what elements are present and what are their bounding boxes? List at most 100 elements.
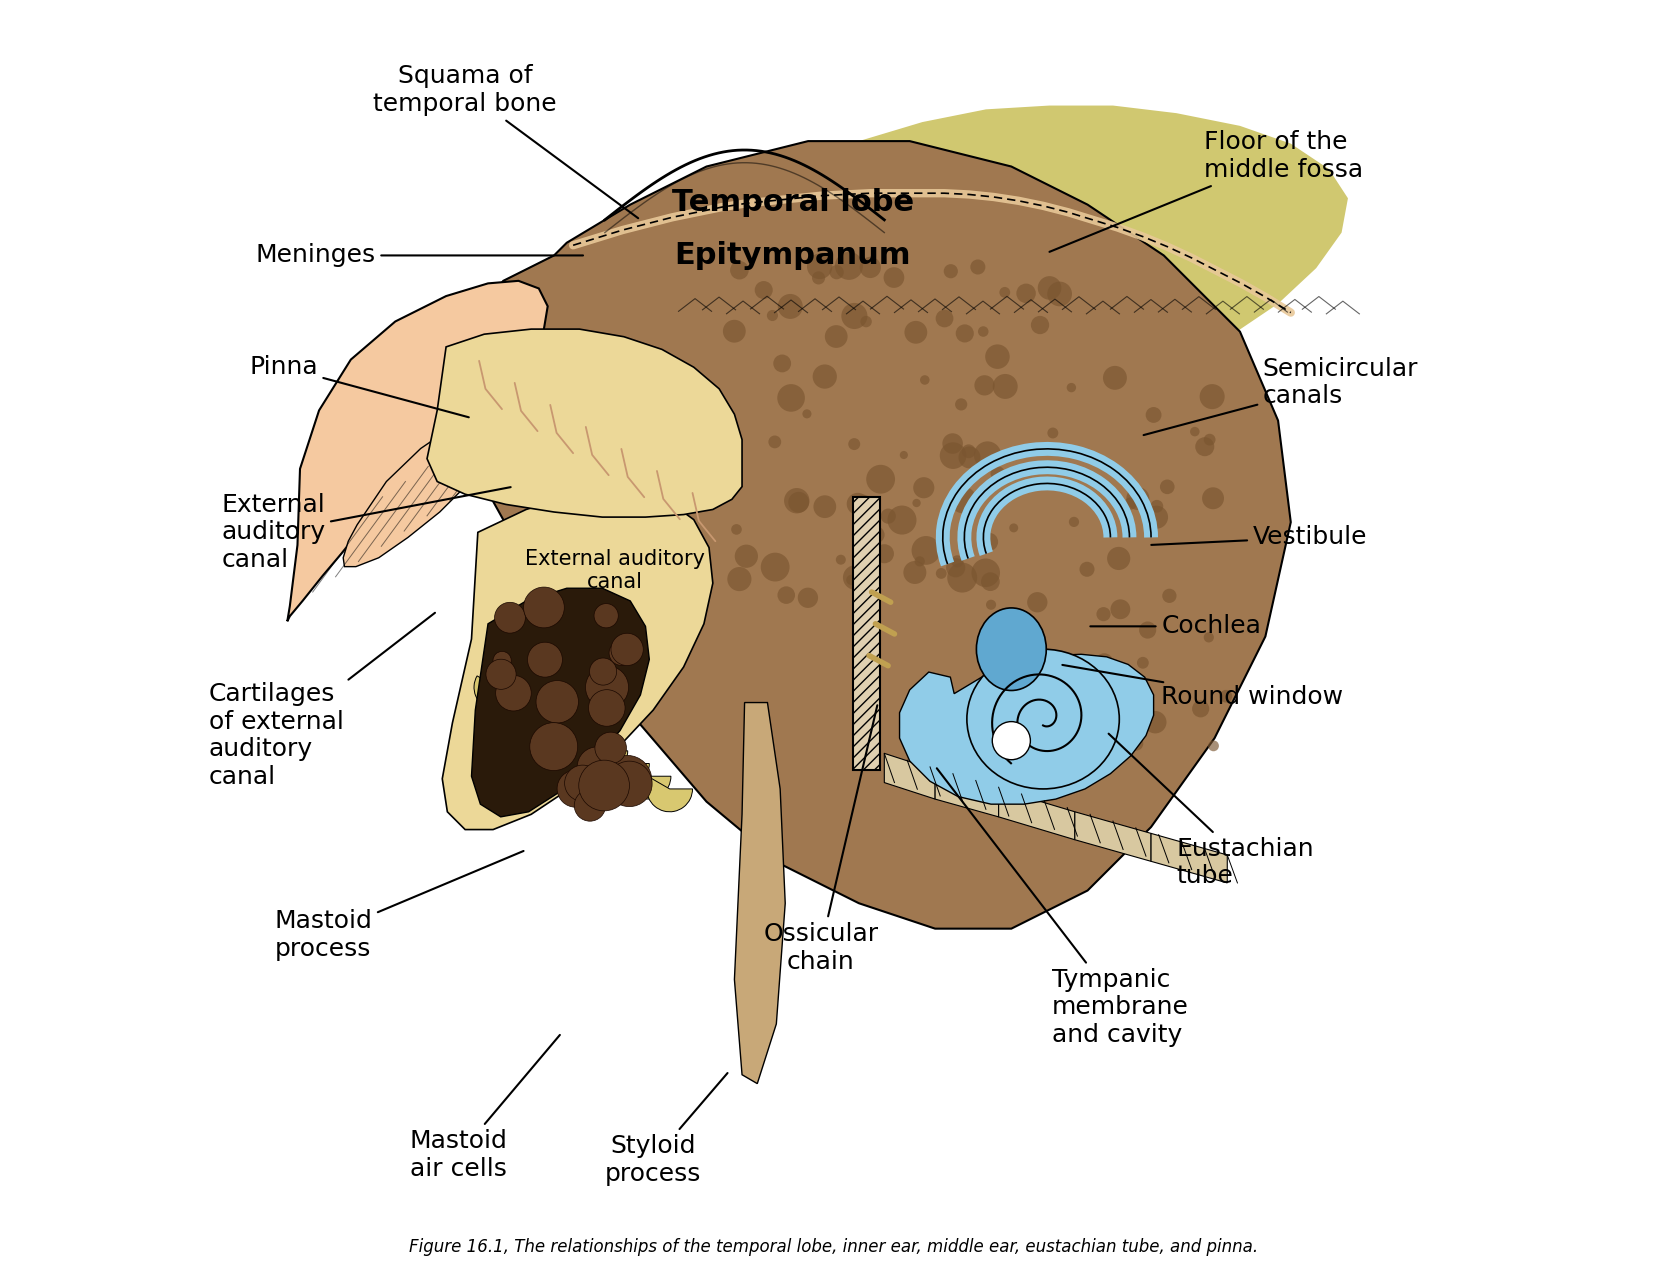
- Circle shape: [607, 761, 652, 807]
- Circle shape: [875, 544, 894, 563]
- Circle shape: [944, 264, 959, 279]
- Text: Epitympanum: Epitympanum: [675, 241, 912, 270]
- Circle shape: [1127, 488, 1150, 510]
- Circle shape: [760, 552, 790, 582]
- Circle shape: [974, 442, 1002, 468]
- Circle shape: [955, 398, 967, 410]
- Circle shape: [1220, 690, 1232, 703]
- Text: Floor of the
middle fossa: Floor of the middle fossa: [1050, 130, 1364, 252]
- Text: Pinna: Pinna: [248, 355, 468, 418]
- Polygon shape: [472, 588, 650, 817]
- Circle shape: [844, 565, 867, 589]
- Circle shape: [985, 600, 997, 610]
- Circle shape: [593, 603, 618, 628]
- Text: External auditory
canal: External auditory canal: [525, 549, 705, 592]
- Polygon shape: [900, 654, 1154, 805]
- Circle shape: [1067, 689, 1077, 696]
- Polygon shape: [343, 418, 497, 566]
- Circle shape: [1047, 281, 1072, 307]
- Circle shape: [904, 561, 927, 584]
- Circle shape: [798, 588, 818, 608]
- Circle shape: [950, 486, 977, 513]
- Circle shape: [577, 747, 617, 787]
- Polygon shape: [935, 770, 999, 817]
- Circle shape: [979, 326, 989, 337]
- Text: External
auditory
canal: External auditory canal: [222, 488, 510, 572]
- Circle shape: [578, 760, 630, 811]
- Circle shape: [830, 265, 844, 279]
- Circle shape: [1095, 653, 1114, 671]
- Circle shape: [847, 493, 869, 514]
- Circle shape: [812, 364, 837, 388]
- Wedge shape: [603, 752, 650, 787]
- Circle shape: [915, 556, 925, 566]
- Circle shape: [900, 451, 909, 460]
- Circle shape: [1039, 276, 1062, 299]
- Circle shape: [1104, 365, 1127, 390]
- Text: Mastoid
air cells: Mastoid air cells: [410, 1035, 560, 1180]
- Circle shape: [1009, 523, 1019, 532]
- Text: Vestibule: Vestibule: [1152, 526, 1367, 550]
- Circle shape: [1160, 480, 1175, 494]
- Polygon shape: [735, 703, 785, 1083]
- Wedge shape: [582, 740, 628, 774]
- Text: Eustachian
tube: Eustachian tube: [1109, 733, 1314, 889]
- Text: Styloid
process: Styloid process: [605, 1073, 727, 1185]
- Circle shape: [952, 555, 964, 568]
- Circle shape: [1204, 434, 1215, 446]
- Circle shape: [860, 257, 880, 278]
- Text: Figure 16.1, The relationships of the temporal lobe, inner ear, middle ear, eust: Figure 16.1, The relationships of the te…: [408, 1239, 1259, 1256]
- FancyBboxPatch shape: [852, 496, 880, 770]
- Circle shape: [1027, 592, 1047, 612]
- Circle shape: [959, 447, 980, 468]
- Circle shape: [527, 642, 562, 677]
- Circle shape: [617, 774, 637, 793]
- Circle shape: [1017, 284, 1035, 303]
- Wedge shape: [517, 701, 563, 736]
- Circle shape: [1129, 736, 1144, 751]
- Circle shape: [1150, 500, 1164, 513]
- Circle shape: [1202, 488, 1224, 509]
- Circle shape: [1145, 505, 1169, 528]
- Circle shape: [1209, 741, 1219, 751]
- Circle shape: [935, 568, 947, 579]
- Circle shape: [1162, 588, 1177, 603]
- Circle shape: [493, 652, 512, 670]
- Circle shape: [585, 666, 628, 709]
- Circle shape: [1195, 437, 1214, 456]
- Polygon shape: [999, 789, 1075, 840]
- Circle shape: [835, 252, 864, 280]
- Wedge shape: [625, 765, 670, 799]
- Circle shape: [867, 526, 885, 544]
- Circle shape: [778, 294, 803, 320]
- Circle shape: [495, 676, 532, 710]
- Circle shape: [867, 465, 895, 494]
- Circle shape: [1144, 712, 1167, 733]
- Text: Temporal lobe: Temporal lobe: [672, 187, 914, 216]
- Circle shape: [813, 495, 837, 518]
- Circle shape: [860, 587, 879, 606]
- Circle shape: [768, 435, 782, 448]
- Circle shape: [557, 770, 593, 807]
- Circle shape: [777, 384, 805, 411]
- Circle shape: [727, 566, 752, 591]
- Circle shape: [914, 477, 934, 498]
- Circle shape: [588, 690, 625, 726]
- Circle shape: [935, 309, 954, 327]
- Circle shape: [854, 495, 872, 513]
- Circle shape: [985, 345, 1010, 369]
- Circle shape: [1137, 657, 1149, 668]
- Circle shape: [980, 532, 999, 551]
- Circle shape: [1030, 316, 1049, 335]
- Polygon shape: [884, 754, 935, 799]
- Polygon shape: [442, 490, 713, 830]
- Circle shape: [777, 587, 795, 603]
- Circle shape: [1190, 426, 1200, 437]
- Circle shape: [1080, 561, 1095, 577]
- Circle shape: [732, 524, 742, 535]
- Text: Round window: Round window: [1062, 665, 1344, 709]
- Ellipse shape: [977, 608, 1047, 690]
- Circle shape: [532, 733, 552, 755]
- Text: Mastoid
process: Mastoid process: [275, 850, 523, 961]
- Circle shape: [920, 376, 930, 384]
